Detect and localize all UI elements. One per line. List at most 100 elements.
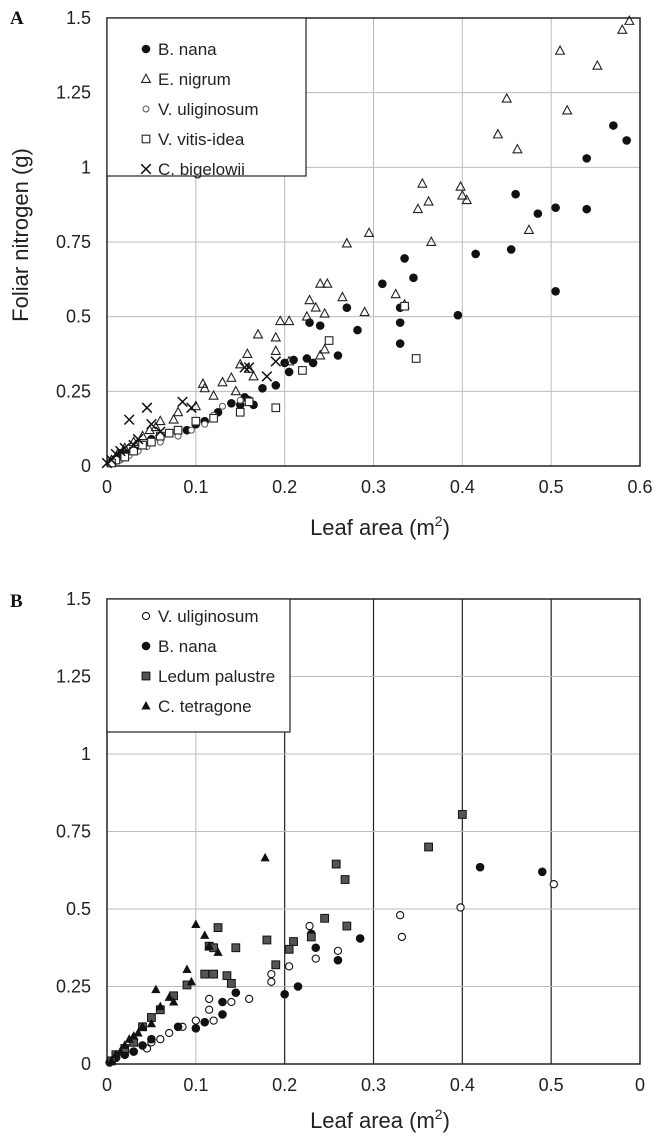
x-tick-label-a: 0.3 (361, 477, 386, 497)
data-point (227, 398, 236, 408)
data-point (191, 1024, 201, 1033)
data-point (258, 384, 267, 393)
series-b-3 (106, 852, 270, 1065)
data-point (395, 339, 405, 348)
data-point (218, 402, 226, 410)
data-point (209, 413, 218, 423)
data-point (592, 59, 603, 70)
data-point (337, 291, 348, 302)
data-point (506, 245, 516, 254)
legend-marker (141, 134, 151, 144)
data-point (146, 418, 157, 430)
data-point (248, 370, 259, 381)
x-axis-label-a-sup: 2 (435, 513, 443, 529)
data-point (154, 415, 166, 426)
data-point (129, 1047, 138, 1056)
data-point (137, 430, 148, 441)
legend-label: B. nana (158, 637, 217, 656)
legend-box-a (106, 17, 307, 177)
x-axis-label-a: Leaf area (m2) (310, 513, 450, 540)
data-point (231, 988, 241, 997)
data-point (271, 381, 281, 390)
data-point (359, 306, 370, 317)
y-axis-label-a: Foliar nitrogen (g) (8, 148, 33, 322)
data-point (453, 310, 463, 320)
data-point (301, 310, 313, 321)
x-tick-label-a: 0.2 (272, 477, 297, 497)
data-point (305, 921, 314, 931)
data-point (244, 397, 254, 407)
data-point (283, 315, 295, 326)
data-point (164, 992, 174, 1001)
data-point (261, 371, 273, 382)
data-point (252, 328, 264, 339)
data-point (324, 336, 334, 345)
legend-b: V. uliginosum B. nana Ledum palustre C. tet… (106, 598, 291, 733)
y-tick-label-a: 1.5 (66, 8, 91, 28)
data-point (475, 862, 485, 872)
data-point (355, 934, 365, 943)
legend-marker (140, 73, 152, 83)
x-axis-label-a-close: ) (443, 515, 450, 540)
data-point (302, 354, 312, 363)
data-point (280, 989, 289, 999)
y-tick-label-a: 0 (81, 456, 91, 476)
data-point (164, 428, 174, 438)
data-point (217, 376, 228, 387)
tick-labels-a: 0 0.1 0.2 0.3 0.4 0.5 0.6 0 0.25 0.5 0.75 1 1.25 1.5 (56, 8, 653, 497)
series-b-0 (107, 880, 558, 1066)
data-point (242, 348, 253, 358)
data-point (234, 358, 246, 369)
y-tick-label-a: 0.25 (56, 381, 91, 401)
data-point (409, 273, 418, 283)
data-point (169, 997, 179, 1006)
x-tick-label-b: 0.4 (450, 1075, 475, 1095)
data-point (151, 984, 161, 994)
data-point (417, 177, 428, 188)
data-point (549, 880, 558, 889)
data-point (141, 402, 153, 414)
x-tick-label-b: 0 (102, 1075, 112, 1095)
legend-label: V. uliginosum (158, 100, 259, 119)
data-point (271, 960, 281, 970)
x-axis-label-b-close: ) (443, 1108, 450, 1133)
data-point (110, 448, 122, 460)
data-point (333, 351, 343, 360)
data-point (378, 279, 387, 289)
x-tick-label-a: 0.5 (539, 477, 564, 497)
panel-b: B 0 0.1 0.2 0.3 0.4 0.5 000.250.50.7511.251.5 … (10, 589, 645, 1133)
panel-letter-b: B (10, 591, 23, 612)
data-point (200, 930, 210, 939)
x-axis-label-b-text: Leaf area (m (310, 1108, 435, 1133)
data-point (199, 382, 211, 393)
y-tick-label-b: 0 (81, 1054, 91, 1074)
data-point (274, 315, 286, 326)
data-point (319, 343, 330, 354)
data-point (319, 307, 330, 318)
data-point (333, 955, 343, 965)
data-point (182, 964, 192, 973)
data-point (226, 979, 236, 988)
data-point (147, 437, 156, 447)
data-point (284, 367, 294, 377)
data-point (119, 442, 131, 453)
data-point (283, 355, 295, 366)
data-point (492, 128, 504, 139)
data-point (310, 301, 322, 312)
data-point (165, 1028, 174, 1038)
data-point (304, 294, 315, 305)
data-point (314, 349, 326, 360)
data-point (554, 44, 566, 55)
series-a-1 (106, 15, 635, 464)
data-point (173, 1022, 183, 1032)
data-point (173, 425, 183, 435)
x-tick-label-b: 0.2 (272, 1075, 297, 1095)
legend-label: Ledum palustre (158, 667, 275, 686)
y-tick-label-b: 0.75 (56, 822, 91, 842)
data-point (412, 203, 424, 214)
y-tick-label-b: 1.25 (56, 667, 91, 687)
data-point (306, 932, 316, 942)
series-a-4 (101, 356, 282, 469)
data-point (457, 189, 468, 200)
legend-marker (141, 611, 151, 621)
